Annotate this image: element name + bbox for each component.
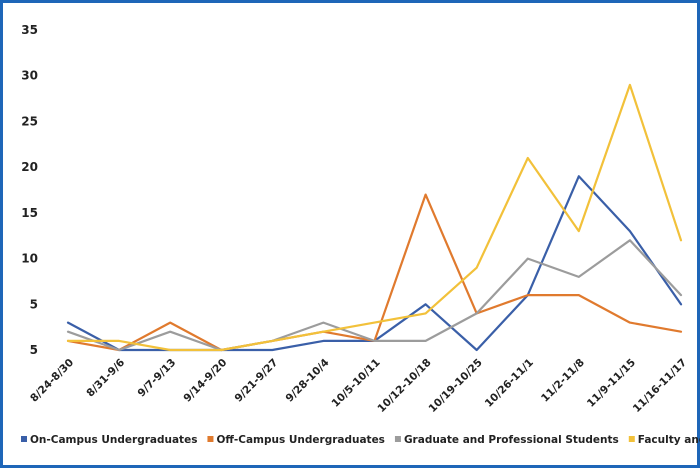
legend-swatch bbox=[207, 436, 213, 442]
y-tick-label: 25 bbox=[21, 114, 38, 128]
x-tick-label: 11/2-11/8 bbox=[539, 357, 587, 405]
x-tick-label: 9/28-10/4 bbox=[284, 357, 332, 405]
series-line-off-campus-undergraduates bbox=[68, 195, 681, 350]
x-tick-label: 9/21-9/27 bbox=[232, 357, 280, 405]
series-line-faculty-and-staff bbox=[68, 85, 681, 350]
legend-label: Faculty and Staff bbox=[638, 434, 700, 446]
y-tick-label: 30 bbox=[21, 69, 38, 83]
x-tick-label: 11/9-11/15 bbox=[585, 357, 638, 410]
y-tick-label: 5 bbox=[30, 297, 38, 311]
x-tick-label: 10/12-10/18 bbox=[375, 357, 433, 415]
x-tick-label: 8/24-8/30 bbox=[28, 357, 76, 405]
legend-item: On-Campus Undergraduates bbox=[21, 434, 197, 446]
legend-swatch bbox=[629, 436, 635, 442]
legend-item: Graduate and Professional Students bbox=[395, 434, 619, 446]
x-tick-label: 10/26-11/1 bbox=[483, 357, 536, 410]
legend-label: Graduate and Professional Students bbox=[404, 434, 619, 446]
legend-swatch bbox=[21, 436, 27, 442]
y-tick-label: 10 bbox=[21, 252, 38, 266]
y-tick-label: 20 bbox=[21, 160, 38, 174]
legend-item: Off-Campus Undergraduates bbox=[207, 434, 384, 446]
x-tick-label: 10/5-10/11 bbox=[329, 357, 382, 410]
y-tick-label: 35 bbox=[21, 23, 38, 37]
x-tick-label: 8/31-9/6 bbox=[84, 357, 127, 400]
series-line-graduate-and-professional-students bbox=[68, 240, 681, 350]
legend-item: Faculty and Staff bbox=[629, 434, 700, 446]
x-tick-label: 9/14-9/20 bbox=[181, 357, 229, 405]
x-tick-label: 9/7-9/13 bbox=[135, 357, 178, 400]
x-tick-label: 10/19-10/25 bbox=[426, 357, 484, 415]
legend-label: Off-Campus Undergraduates bbox=[216, 434, 384, 446]
legend-label: On-Campus Undergraduates bbox=[30, 434, 197, 446]
legend-swatch bbox=[395, 436, 401, 442]
x-tick-label: 11/16-11/17 bbox=[631, 357, 689, 415]
y-tick-label: 5 bbox=[30, 343, 38, 357]
y-tick-label: 15 bbox=[21, 206, 38, 220]
